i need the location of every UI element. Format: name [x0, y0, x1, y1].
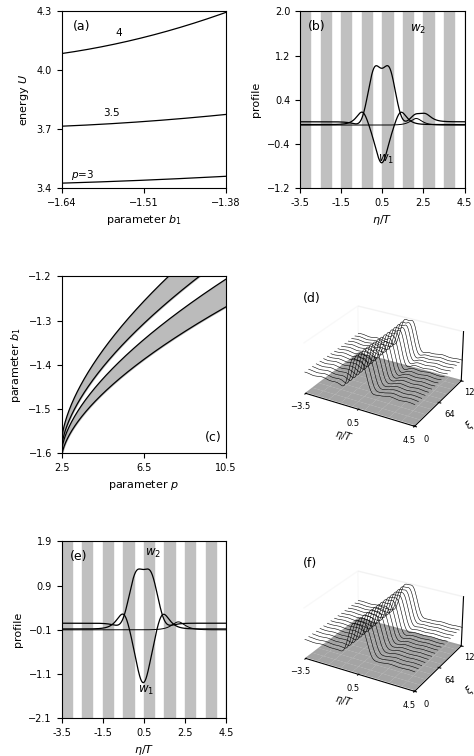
Text: (b): (b)	[308, 20, 326, 33]
Text: (d): (d)	[303, 293, 321, 305]
X-axis label: parameter $b_1$: parameter $b_1$	[106, 213, 182, 228]
Bar	[423, 11, 434, 188]
Text: (a): (a)	[73, 20, 91, 33]
Bar	[82, 541, 92, 718]
Bar	[444, 11, 454, 188]
Bar	[123, 541, 134, 718]
Bar	[362, 11, 372, 188]
X-axis label: parameter $p$: parameter $p$	[109, 479, 179, 492]
Bar	[164, 541, 175, 718]
Bar	[185, 541, 195, 718]
Y-axis label: profile: profile	[251, 82, 261, 117]
Bar	[383, 11, 392, 188]
X-axis label: $\eta/T$: $\eta/T$	[333, 427, 354, 445]
Text: $w_1$: $w_1$	[137, 683, 154, 697]
X-axis label: $\eta/T$: $\eta/T$	[333, 692, 354, 711]
Bar	[62, 541, 72, 718]
Text: $w_2$: $w_2$	[410, 23, 426, 36]
Bar	[206, 541, 216, 718]
Text: $w_2$: $w_2$	[145, 547, 161, 559]
Bar	[341, 11, 351, 188]
Text: $p\!=\!3$: $p\!=\!3$	[71, 168, 95, 182]
Text: (f): (f)	[303, 557, 318, 570]
Y-axis label: parameter $b_1$: parameter $b_1$	[9, 327, 23, 402]
Bar	[403, 11, 413, 188]
Y-axis label: profile: profile	[13, 612, 23, 647]
Y-axis label: $\xi$: $\xi$	[462, 417, 474, 432]
Text: (c): (c)	[205, 431, 221, 445]
Bar	[320, 11, 331, 188]
Text: 3.5: 3.5	[103, 108, 119, 119]
Y-axis label: energy $U$: energy $U$	[17, 73, 31, 126]
Bar	[300, 11, 310, 188]
Bar	[103, 541, 113, 718]
Text: $w_1$: $w_1$	[378, 153, 394, 166]
Bar	[226, 541, 237, 718]
X-axis label: $\eta/T$: $\eta/T$	[134, 743, 154, 756]
X-axis label: $\eta/T$: $\eta/T$	[372, 213, 392, 228]
Bar	[465, 11, 474, 188]
Text: 4: 4	[115, 28, 122, 38]
Y-axis label: $\xi$: $\xi$	[462, 683, 474, 698]
Bar	[144, 541, 154, 718]
Text: (e): (e)	[70, 550, 87, 563]
